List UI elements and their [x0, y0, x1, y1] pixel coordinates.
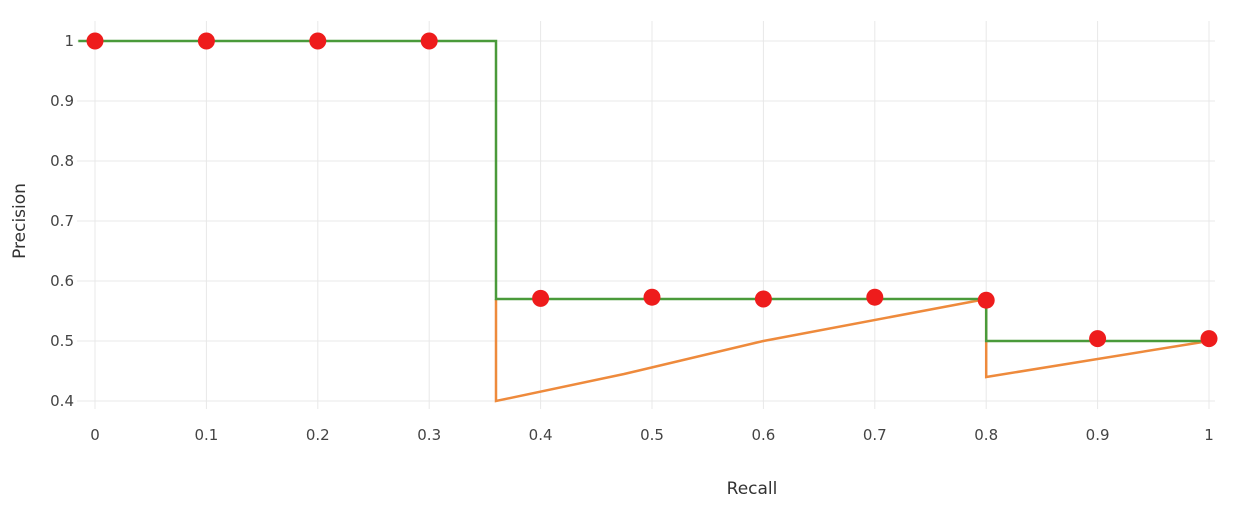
y-tick-label: 0.5: [50, 332, 74, 350]
y-tick-label: 0.8: [50, 152, 74, 170]
x-tick-label: 0.8: [974, 426, 998, 444]
data-point: [197, 32, 215, 50]
x-tick-label: 0.3: [417, 426, 441, 444]
data-point: [309, 32, 327, 50]
data-point: [420, 32, 438, 50]
y-tick-label: 1: [64, 32, 74, 50]
y-tick-label: 0.7: [50, 212, 74, 230]
data-point: [866, 288, 884, 306]
x-tick-label: 0.2: [306, 426, 330, 444]
data-point: [1200, 330, 1218, 348]
x-tick-label: 1: [1204, 426, 1214, 444]
x-tick-label: 0: [90, 426, 100, 444]
grid: [77, 21, 1215, 409]
x-tick-label: 0.1: [194, 426, 218, 444]
y-tick-label: 0.6: [50, 272, 74, 290]
y-tick-label: 0.9: [50, 92, 74, 110]
data-point: [643, 288, 661, 306]
data-point: [86, 32, 104, 50]
data-point: [754, 290, 772, 308]
x-tick-label: 0.5: [640, 426, 664, 444]
data-point: [1089, 330, 1107, 348]
y-axis-ticks: 0.4 0.5 0.6 0.7 0.8 0.9 1: [50, 32, 74, 410]
x-tick-label: 0.9: [1086, 426, 1110, 444]
precision-line: [494, 297, 1210, 403]
x-tick-label: 0.4: [529, 426, 553, 444]
x-axis-ticks: 0 0.1 0.2 0.3 0.4 0.5 0.6 0.7 0.8 0.9 1: [90, 426, 1214, 444]
x-tick-label: 0.7: [863, 426, 887, 444]
y-tick-label: 0.4: [50, 392, 74, 410]
data-point: [977, 291, 995, 309]
data-point: [532, 289, 550, 307]
x-tick-label: 0.6: [751, 426, 775, 444]
points-layer: [86, 32, 1218, 348]
x-axis-title: Recall: [727, 479, 778, 499]
y-axis-title: Precision: [10, 183, 30, 259]
